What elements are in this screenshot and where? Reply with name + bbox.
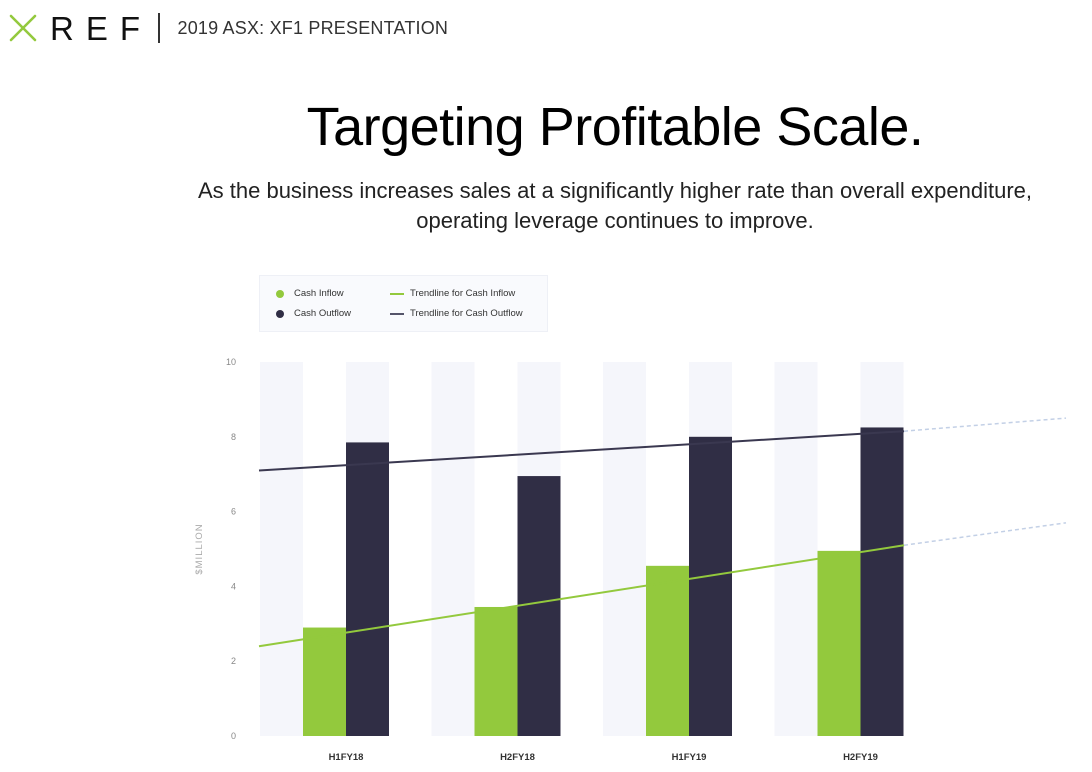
y-tick-label: 0	[231, 731, 236, 741]
y-axis-label: $MILLION	[194, 523, 205, 574]
trendline-cash-outflow-projection	[903, 417, 1067, 432]
x-tick-label: H2FY18	[500, 752, 535, 763]
x-tick-label: H2FY19	[843, 752, 878, 763]
y-tick-label: 10	[226, 357, 236, 367]
bar-cash-inflow	[303, 627, 346, 736]
header: REF 2019 ASX: XF1 PRESENTATION	[8, 8, 448, 48]
y-tick-label: 2	[231, 656, 236, 666]
legend-label-cash-outflow: Cash Outflow	[294, 308, 352, 319]
header-title: 2019 ASX: XF1 PRESENTATION	[177, 17, 449, 38]
legend-swatch-cash-inflow	[276, 289, 284, 298]
trendline-cash-inflow-projection	[903, 522, 1067, 547]
y-tick-label: 4	[231, 581, 236, 591]
y-tick-label: 8	[231, 432, 236, 442]
column-band	[603, 362, 646, 736]
bar-cash-outflow	[346, 442, 389, 736]
column-band	[431, 362, 475, 736]
bar-cash-outflow	[517, 476, 561, 736]
logo: REF	[8, 12, 152, 45]
bar-cash-inflow	[474, 606, 518, 736]
logo-text: REF	[50, 9, 152, 47]
legend-swatch-cash-outflow	[276, 309, 284, 318]
trendline-cash-outflow	[258, 430, 905, 472]
chart-legend: Cash Inflow Cash Outflow Trendline for C…	[259, 275, 548, 332]
bar-cash-inflow	[817, 550, 861, 736]
bar-cash-outflow	[860, 427, 904, 736]
legend-item-cash-inflow: Cash Inflow	[276, 288, 344, 299]
subtitle-line-1: As the business increases sales at a sig…	[197, 178, 1033, 203]
page-title: Targeting Profitable Scale.	[306, 97, 924, 157]
page-subtitle: As the business increases sales at a sig…	[140, 176, 1090, 236]
column-band	[260, 362, 303, 736]
legend-swatch-trendline-outflow	[390, 312, 404, 315]
legend-label-cash-inflow: Cash Inflow	[294, 288, 344, 299]
legend-label-trendline-inflow: Trendline for Cash Inflow	[410, 288, 516, 299]
y-tick-label: 6	[231, 507, 236, 517]
trendline-cash-inflow	[258, 544, 905, 648]
logo-x-icon	[9, 14, 37, 42]
legend-item-trendline-inflow: Trendline for Cash Inflow	[390, 288, 515, 299]
column-band	[774, 362, 818, 736]
legend-swatch-trendline-inflow	[390, 292, 404, 295]
legend-item-cash-outflow: Cash Outflow	[276, 308, 351, 319]
subtitle-line-2: operating leverage continues to improve.	[416, 208, 814, 233]
x-tick-label: H1FY19	[672, 752, 707, 763]
bar-cash-inflow	[646, 565, 689, 736]
bar-cash-outflow	[689, 436, 732, 736]
x-tick-label: H1FY18	[329, 752, 364, 763]
legend-item-trendline-outflow: Trendline for Cash Outflow	[390, 308, 523, 319]
header-divider	[158, 13, 160, 43]
legend-label-trendline-outflow: Trendline for Cash Outflow	[410, 308, 523, 319]
